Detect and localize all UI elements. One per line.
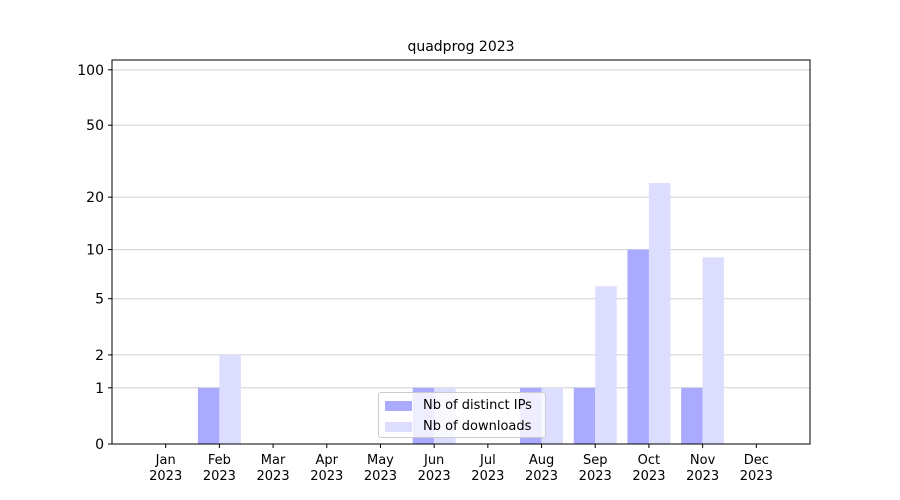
legend-swatch (385, 400, 412, 411)
bar (595, 286, 617, 444)
x-tick-label: Nov 2023 (686, 453, 720, 484)
bar (541, 387, 564, 444)
x-tick-label: Apr 2023 (310, 453, 344, 484)
x-tick-label: Sep 2023 (578, 453, 612, 484)
bar (197, 387, 220, 444)
x-tick-label: Jun 2023 (417, 453, 451, 484)
y-tick-label: 10 (86, 243, 104, 259)
y-tick-label: 100 (77, 63, 104, 79)
y-tick-label: 5 (95, 292, 104, 308)
bar (627, 249, 649, 444)
bar (702, 257, 725, 444)
legend-item: Nb of distinct IPs (385, 398, 532, 413)
bar (219, 354, 241, 444)
x-tick-label: May 2023 (363, 453, 397, 484)
legend-label: Nb of distinct IPs (423, 398, 532, 413)
x-tick-label: Jan 2023 (149, 453, 183, 484)
x-tick-label: Mar 2023 (256, 453, 290, 484)
bar (573, 387, 596, 444)
x-tick-label: Feb 2023 (202, 453, 236, 484)
y-tick-label: 1 (95, 381, 104, 397)
x-tick-label: Aug 2023 (524, 453, 559, 484)
legend: Nb of distinct IPs Nb of downloads (378, 392, 546, 438)
legend-item: Nb of downloads (385, 419, 531, 434)
bar (681, 387, 703, 444)
plot-frame (111, 59, 811, 445)
y-tick-label: 0 (95, 437, 104, 453)
legend-label: Nb of downloads (423, 419, 532, 434)
bar (648, 183, 671, 445)
y-tick-label: 20 (86, 190, 104, 206)
x-tick-label: Dec 2023 (739, 453, 773, 484)
x-tick-label: Jul 2023 (471, 453, 505, 484)
y-tick-label: 50 (86, 118, 104, 134)
y-tick-label: 2 (95, 348, 104, 364)
legend-swatch (385, 421, 412, 432)
chart-title: quadprog 2023 (407, 39, 514, 55)
x-tick-label: Oct 2023 (632, 453, 666, 484)
